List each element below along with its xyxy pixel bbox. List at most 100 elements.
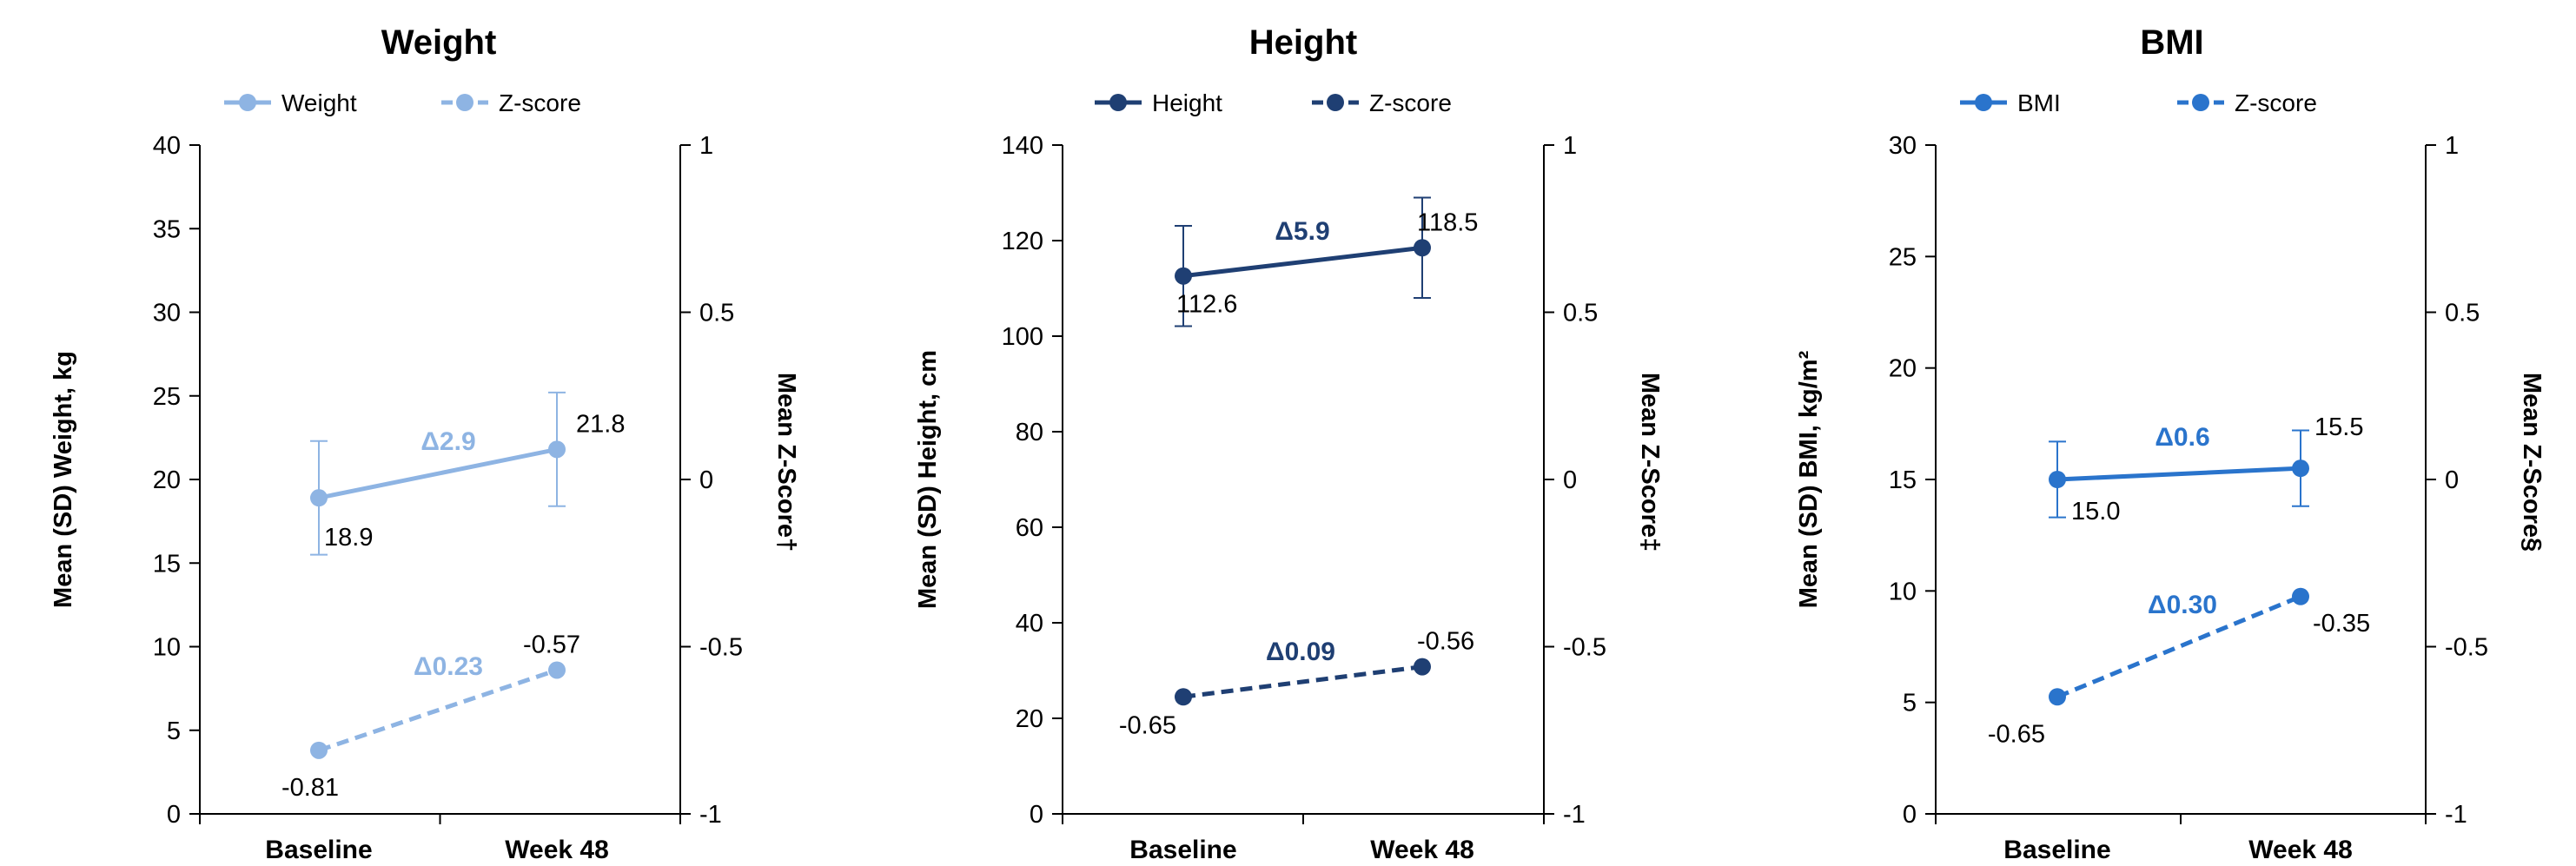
series-line-height <box>1182 245 1423 279</box>
y2-tick-label: 0.5 <box>2445 300 2480 327</box>
y2-tick-label: -0.5 <box>1563 634 1606 662</box>
legend-entry: Z-score <box>1369 89 1452 116</box>
chart-title: Height <box>1249 23 1357 62</box>
y2-tick-label: -1 <box>1563 801 1586 829</box>
data-point <box>310 489 328 507</box>
data-label: -0.57 <box>523 631 580 658</box>
x-tick-label: Baseline <box>1129 836 1236 864</box>
chart-title: Weight <box>381 23 497 62</box>
delta-annotation: Δ0.23 <box>414 652 483 681</box>
data-label: -0.81 <box>281 774 339 802</box>
data-point <box>548 661 566 679</box>
legend-marker <box>1975 94 1992 111</box>
y-tick-label: 140 <box>1002 132 1043 160</box>
y-tick-label: 40 <box>153 132 181 160</box>
data-label: 18.9 <box>324 524 373 552</box>
data-label: 118.5 <box>1417 208 1478 236</box>
y-tick-label: 20 <box>1889 355 1917 383</box>
y-tick-label: 25 <box>153 383 181 411</box>
y-tick-label: 25 <box>1889 243 1917 271</box>
y-tick-label: 10 <box>1889 578 1917 605</box>
y2-axis-title: Mean Z-Score‡ <box>1636 373 1664 552</box>
data-label: 15.5 <box>2314 413 2363 441</box>
y2-tick-label: -1 <box>2445 801 2467 829</box>
y-tick-label: 20 <box>153 466 181 494</box>
data-point <box>310 741 328 759</box>
y2-tick-label: 0.5 <box>1563 300 1598 327</box>
x-tick-label: Week 48 <box>2248 836 2353 864</box>
data-point <box>2292 587 2309 605</box>
y2-tick-label: 1 <box>2445 132 2459 160</box>
y2-tick-label: -0.5 <box>699 634 743 662</box>
data-point <box>1414 239 1431 257</box>
y2-tick-label: 0 <box>699 466 713 494</box>
y-tick-label: 10 <box>153 634 181 662</box>
chart-panel-bmi: BMI 0 5 10 15 20 25 30 -1 -0.5 0 0.5 1 Baseline Week 4… <box>1795 23 2546 864</box>
legend-entry: Z-score <box>2235 89 2317 116</box>
y2-tick-label: -0.5 <box>2445 634 2488 662</box>
data-label: 112.6 <box>1176 291 1237 319</box>
y-tick-label: 0 <box>1030 801 1043 829</box>
y-tick-label: 80 <box>1016 419 1043 446</box>
y2-tick-label: 0 <box>1563 466 1577 494</box>
legend-marker <box>1109 94 1127 111</box>
y-tick-label: 60 <box>1016 514 1043 542</box>
y-tick-label: 40 <box>1016 610 1043 638</box>
data-label: 15.0 <box>2071 498 2120 526</box>
legend-marker <box>456 94 473 111</box>
y-tick-label: 120 <box>1002 228 1043 255</box>
y2-tick-label: -1 <box>699 801 722 829</box>
data-label: 21.8 <box>576 410 625 438</box>
data-label: -0.56 <box>1417 628 1474 656</box>
y2-tick-label: 1 <box>1563 132 1577 160</box>
y2-tick-label: 0.5 <box>699 300 734 327</box>
legend: Weight Z-score <box>224 89 581 116</box>
chart-title: BMI <box>2140 23 2203 62</box>
y-axis-title: Mean (SD) Weight, kg <box>50 351 77 608</box>
series-line-zscore <box>2056 594 2301 699</box>
y2-axis-title: Mean Z-Score§ <box>2518 373 2546 552</box>
delta-annotation: Δ5.9 <box>1275 217 1329 246</box>
legend-entry: Height <box>1152 89 1222 116</box>
y2-axis-title: Mean Z-Score† <box>772 373 800 552</box>
series-line-zscore <box>318 668 558 753</box>
x-tick-label: Baseline <box>265 836 372 864</box>
data-point <box>548 440 566 459</box>
y-tick-label: 0 <box>1903 801 1917 829</box>
x-tick-label: Baseline <box>2003 836 2110 864</box>
y-tick-label: 30 <box>1889 132 1917 160</box>
y-tick-label: 0 <box>167 801 181 829</box>
chart-panel-weight: Weight 0 5 10 15 20 25 30 35 40 -1 -0.5 0 0.5 1 Baselin… <box>50 23 800 864</box>
y-tick-label: 100 <box>1002 323 1043 351</box>
data-point <box>1175 267 1192 285</box>
legend: Height Z-score <box>1095 89 1452 116</box>
legend: BMI Z-score <box>1960 89 2317 116</box>
series-line-bmi <box>2056 466 2301 482</box>
x-tick-label: Week 48 <box>505 836 609 864</box>
data-label: -0.65 <box>1988 720 2045 748</box>
delta-annotation: Δ0.30 <box>2148 591 2217 619</box>
legend-marker <box>2192 94 2209 111</box>
y-tick-label: 35 <box>153 215 181 243</box>
chart-panel-height: Height 0 20 40 60 80 100 120 140 -1 -0.5 0 0.5 1 Basel… <box>914 23 1664 864</box>
y-tick-label: 5 <box>1903 690 1917 717</box>
y-axis-title: Mean (SD) Height, cm <box>914 350 942 609</box>
y2-tick-label: 1 <box>699 132 713 160</box>
data-point <box>2292 459 2309 478</box>
y-tick-label: 15 <box>1889 466 1917 494</box>
delta-annotation: Δ0.6 <box>2155 423 2209 452</box>
y-tick-label: 20 <box>1016 705 1043 733</box>
data-label: -0.35 <box>2313 610 2370 638</box>
data-point <box>1175 688 1192 706</box>
series-line-zscore <box>1182 664 1423 699</box>
data-point <box>2049 688 2066 706</box>
data-point <box>2049 471 2066 488</box>
legend-entry: BMI <box>2017 89 2061 116</box>
series-line-weight <box>318 446 558 500</box>
legend-entry: Z-score <box>499 89 581 116</box>
x-tick-label: Week 48 <box>1370 836 1474 864</box>
legend-marker <box>239 94 256 111</box>
data-label: -0.65 <box>1119 711 1176 739</box>
data-point <box>1414 658 1431 676</box>
y2-tick-label: 0 <box>2445 466 2459 494</box>
